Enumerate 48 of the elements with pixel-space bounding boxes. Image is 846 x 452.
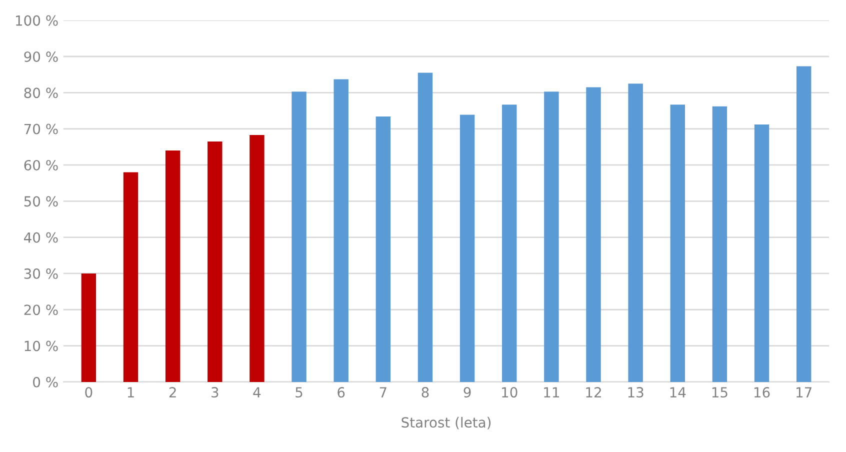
bar: [754, 124, 770, 382]
x-tick-label: 5: [296, 387, 302, 398]
x-tick-label: 9: [464, 387, 471, 398]
x-tick-label: 6: [338, 387, 345, 398]
x-tick-label: 12: [586, 387, 601, 398]
y-tick-label: 50 %: [24, 196, 58, 207]
x-tick-label: 7: [380, 387, 386, 398]
y-tick-label: 30 %: [24, 268, 58, 279]
bar: [165, 150, 180, 382]
bar: [712, 106, 728, 382]
bar: [670, 104, 685, 382]
y-tick-label: 20 %: [24, 304, 58, 316]
x-tick-label: 16: [754, 387, 770, 398]
y-tick-label: 0 %: [33, 376, 58, 388]
bar: [796, 66, 812, 382]
x-tick-label: 2: [169, 387, 176, 398]
y-tick-label: 40 %: [24, 232, 58, 243]
bar: [376, 116, 391, 382]
y-tick-label: 80 %: [24, 88, 58, 98]
bar: [460, 114, 475, 382]
bar: [81, 273, 96, 382]
x-tick-label: 4: [253, 387, 261, 398]
y-tick-label: 70 %: [24, 124, 58, 134]
x-tick-label: 8: [422, 387, 429, 398]
x-tick-label: 0: [85, 387, 92, 398]
x-tick-label: 3: [212, 387, 218, 398]
bar: [544, 92, 559, 382]
x-tick-label: 14: [670, 387, 686, 398]
x-tick-label: 1: [128, 387, 134, 398]
bar: [292, 92, 306, 382]
bar: [208, 141, 222, 382]
bar: [418, 72, 433, 382]
x-tick-label: 15: [712, 387, 728, 398]
y-tick-label: 90 %: [24, 51, 58, 62]
bar: [123, 172, 138, 382]
y-tick-label: 100 %: [16, 15, 58, 26]
y-tick-label: 60 %: [24, 160, 58, 170]
x-axis-title: Starost (leta): [402, 416, 491, 430]
x-tick-label: 11: [544, 387, 559, 398]
bar: [502, 104, 517, 382]
bar: [586, 87, 601, 382]
x-tick-label: 13: [628, 387, 644, 398]
y-tick-label: 10 %: [24, 340, 58, 352]
x-tick-label: 17: [796, 387, 812, 398]
x-tick-label: 10: [502, 387, 518, 398]
bar: [250, 134, 264, 382]
bar: [628, 84, 643, 382]
bar: [334, 79, 348, 382]
